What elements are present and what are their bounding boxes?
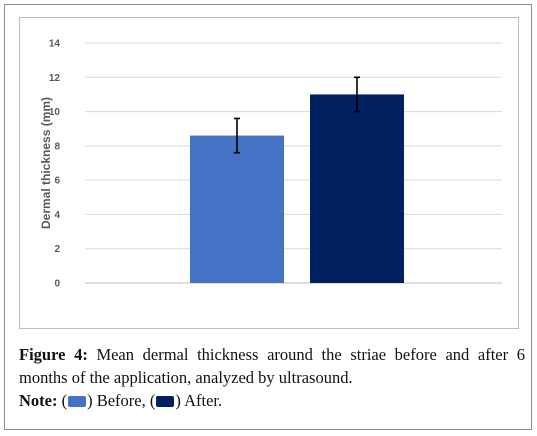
figure-frame: 0 2 4 6 8 10 12 14 Dermal thickness (mm) Figure …: [4, 4, 532, 430]
note-after-text: ) After.: [175, 391, 223, 410]
chart-area: 0 2 4 6 8 10 12 14 Dermal thickness (mm): [19, 17, 519, 329]
note-before-text: ) Before, (: [87, 391, 156, 410]
y-axis-label: Dermal thickness (mm): [39, 97, 53, 229]
caption-text: Mean dermal thickness around the striae …: [19, 345, 525, 387]
figure-label: Figure 4:: [19, 345, 88, 364]
y-tick-label-14: 14: [49, 39, 61, 50]
bar-before: [190, 135, 284, 283]
y-tick-label-8: 8: [54, 141, 60, 152]
y-tick-label-2: 2: [54, 244, 60, 255]
bar-after: [310, 94, 404, 283]
y-tick-label-10: 10: [49, 107, 61, 118]
note-open-paren: (: [61, 391, 68, 410]
after-swatch: [156, 396, 175, 407]
bar-chart: 0 2 4 6 8 10 12 14 Dermal thickness (mm): [39, 39, 502, 290]
y-tick-label-6: 6: [54, 176, 60, 187]
before-swatch: [68, 396, 87, 407]
y-tick-label-4: 4: [54, 210, 60, 221]
figure-caption: Figure 4: Mean dermal thickness around t…: [19, 343, 525, 412]
note-label: Note:: [19, 391, 58, 410]
y-tick-label-0: 0: [54, 279, 60, 290]
y-tick-label-12: 12: [49, 73, 61, 84]
